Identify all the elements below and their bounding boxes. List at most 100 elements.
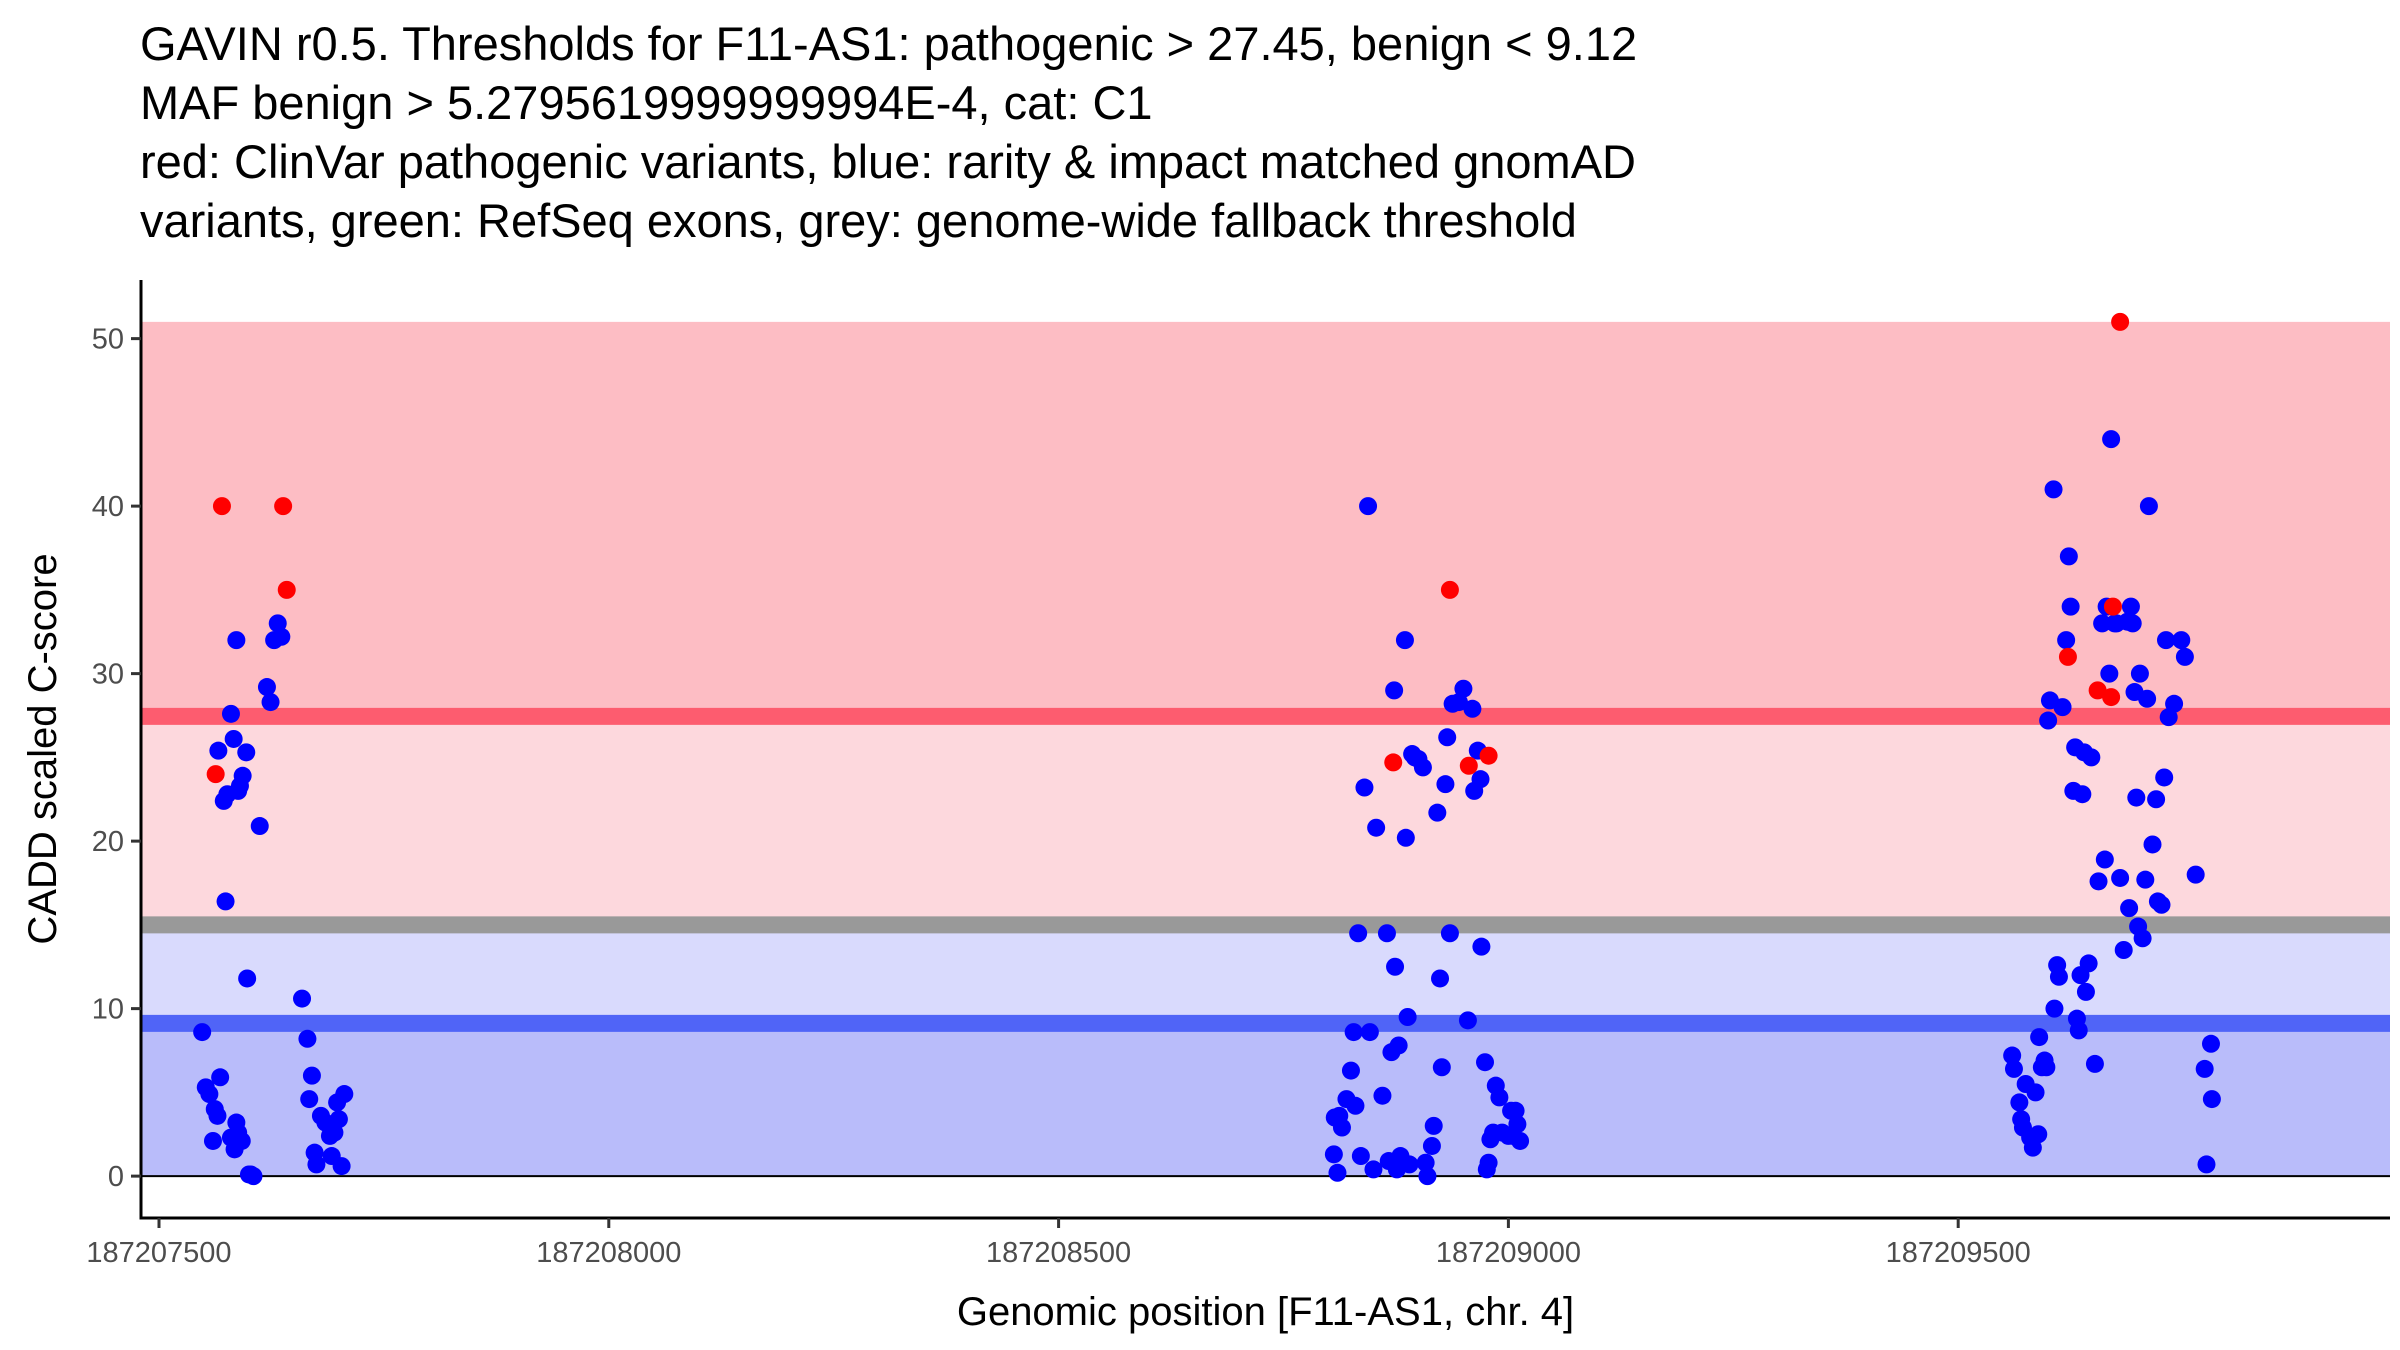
population-point bbox=[239, 1165, 258, 1184]
population-point bbox=[1398, 1008, 1417, 1026]
population-point bbox=[1471, 770, 1490, 789]
population-point bbox=[1349, 924, 1368, 943]
population-point bbox=[1389, 1036, 1408, 1055]
pathogenic-point bbox=[2103, 597, 2122, 616]
population-point bbox=[1385, 681, 1404, 700]
population-point bbox=[1360, 1023, 1379, 1042]
population-point bbox=[216, 892, 235, 911]
population-point bbox=[250, 817, 269, 836]
population-point bbox=[209, 741, 228, 760]
y-axis-label: CADD scaled C-score bbox=[21, 553, 65, 944]
x-tick-label: 187209500 bbox=[1886, 1237, 2031, 1269]
population-point bbox=[1400, 1155, 1419, 1174]
pathogenic-point bbox=[1479, 746, 1498, 765]
intermediate-pathogenic-region bbox=[141, 716, 2390, 925]
population-point bbox=[272, 627, 291, 646]
population-point bbox=[1416, 1153, 1435, 1172]
population-point bbox=[1359, 497, 1378, 516]
population-point bbox=[1506, 1101, 1525, 1120]
population-point bbox=[2010, 1093, 2029, 1112]
title-line-1: GAVIN r0.5. Thresholds for F11-AS1: path… bbox=[140, 17, 1638, 70]
benign-region bbox=[141, 1023, 2390, 1177]
population-point bbox=[2102, 430, 2121, 449]
population-point bbox=[2175, 647, 2194, 666]
population-point bbox=[2049, 967, 2068, 986]
population-point bbox=[332, 1157, 351, 1176]
population-point bbox=[335, 1085, 354, 1104]
population-point bbox=[2069, 1021, 2088, 1040]
population-point bbox=[227, 631, 246, 650]
population-point bbox=[307, 1155, 326, 1174]
population-point bbox=[2076, 982, 2095, 1001]
title-line-3: red: ClinVar pathogenic variants, blue: … bbox=[140, 135, 1636, 188]
population-point bbox=[2079, 954, 2098, 973]
population-point bbox=[1431, 969, 1450, 988]
pathogenic-region bbox=[141, 321, 2390, 717]
pathogenic-point bbox=[206, 765, 225, 784]
population-point bbox=[1476, 1053, 1495, 1072]
population-point bbox=[2111, 868, 2130, 887]
threshold-bands bbox=[141, 321, 2390, 1177]
population-point bbox=[1428, 803, 1447, 822]
population-point bbox=[1463, 699, 1482, 718]
population-point bbox=[2133, 929, 2152, 948]
population-point bbox=[2156, 631, 2175, 650]
population-point bbox=[1511, 1131, 1530, 1150]
population-point bbox=[1346, 1096, 1365, 1115]
population-point bbox=[1355, 778, 1374, 797]
population-point bbox=[1413, 758, 1432, 777]
population-point bbox=[1344, 1023, 1363, 1042]
population-point bbox=[1341, 1061, 1360, 1080]
population-point bbox=[2186, 865, 2205, 884]
population-point bbox=[2029, 1125, 2048, 1144]
population-point bbox=[1472, 937, 1491, 956]
population-point bbox=[1424, 1116, 1443, 1135]
population-point bbox=[2026, 1083, 2045, 1102]
y-tick-label: 40 bbox=[92, 491, 124, 523]
population-point bbox=[2139, 497, 2158, 516]
x-axis-label: Genomic position [F11-AS1, chr. 4] bbox=[957, 1290, 1574, 1334]
population-point bbox=[2172, 631, 2191, 650]
population-point bbox=[2045, 999, 2064, 1018]
y-ticks: 0 10 20 30 40 50 bbox=[92, 324, 141, 1193]
y-tick-label: 20 bbox=[92, 826, 124, 858]
population-point bbox=[1440, 924, 1459, 943]
population-point bbox=[2155, 768, 2174, 787]
x-tick-label: 187207500 bbox=[86, 1237, 231, 1269]
population-point bbox=[1386, 957, 1405, 976]
population-point bbox=[2004, 1059, 2023, 1078]
title-line-4: variants, green: RefSeq exons, grey: gen… bbox=[140, 194, 1577, 247]
intermediate-benign-region bbox=[141, 924, 2390, 1024]
pathogenic-point bbox=[1440, 580, 1459, 599]
population-point bbox=[1373, 1086, 1392, 1105]
population-point bbox=[1328, 1163, 1347, 1182]
x-tick-label: 187208500 bbox=[986, 1237, 1131, 1269]
population-point bbox=[221, 704, 240, 723]
population-point bbox=[1377, 924, 1396, 943]
pathogenic-point bbox=[2111, 312, 2130, 331]
population-point bbox=[2202, 1090, 2221, 1109]
population-point bbox=[2130, 664, 2149, 683]
population-point bbox=[232, 1131, 251, 1150]
population-point bbox=[233, 766, 252, 785]
population-point bbox=[1396, 828, 1415, 847]
population-point bbox=[2039, 711, 2058, 730]
population-point bbox=[2044, 480, 2063, 499]
population-point bbox=[257, 678, 276, 697]
population-point bbox=[2127, 788, 2146, 807]
population-point bbox=[2030, 1028, 2049, 1047]
population-point bbox=[2003, 1046, 2022, 1065]
population-point bbox=[1458, 1011, 1477, 1030]
population-point bbox=[1454, 679, 1473, 698]
population-point bbox=[1418, 1167, 1437, 1186]
population-point bbox=[2061, 597, 2080, 616]
population-point bbox=[300, 1090, 319, 1109]
population-point bbox=[2121, 597, 2140, 616]
y-tick-label: 0 bbox=[108, 1161, 124, 1193]
population-point bbox=[302, 1066, 321, 1085]
pathogenic-point bbox=[2102, 688, 2121, 707]
chart-title: GAVIN r0.5. Thresholds for F11-AS1: path… bbox=[140, 14, 1637, 250]
population-point bbox=[2053, 698, 2072, 717]
